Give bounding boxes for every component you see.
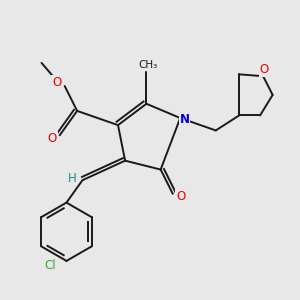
Text: O: O (48, 132, 57, 145)
Text: Cl: Cl (45, 259, 56, 272)
Text: O: O (260, 63, 269, 76)
Text: O: O (52, 76, 62, 89)
Text: H: H (68, 172, 76, 185)
Text: CH₃: CH₃ (139, 60, 158, 70)
Text: N: N (179, 113, 190, 126)
Text: O: O (176, 190, 186, 203)
